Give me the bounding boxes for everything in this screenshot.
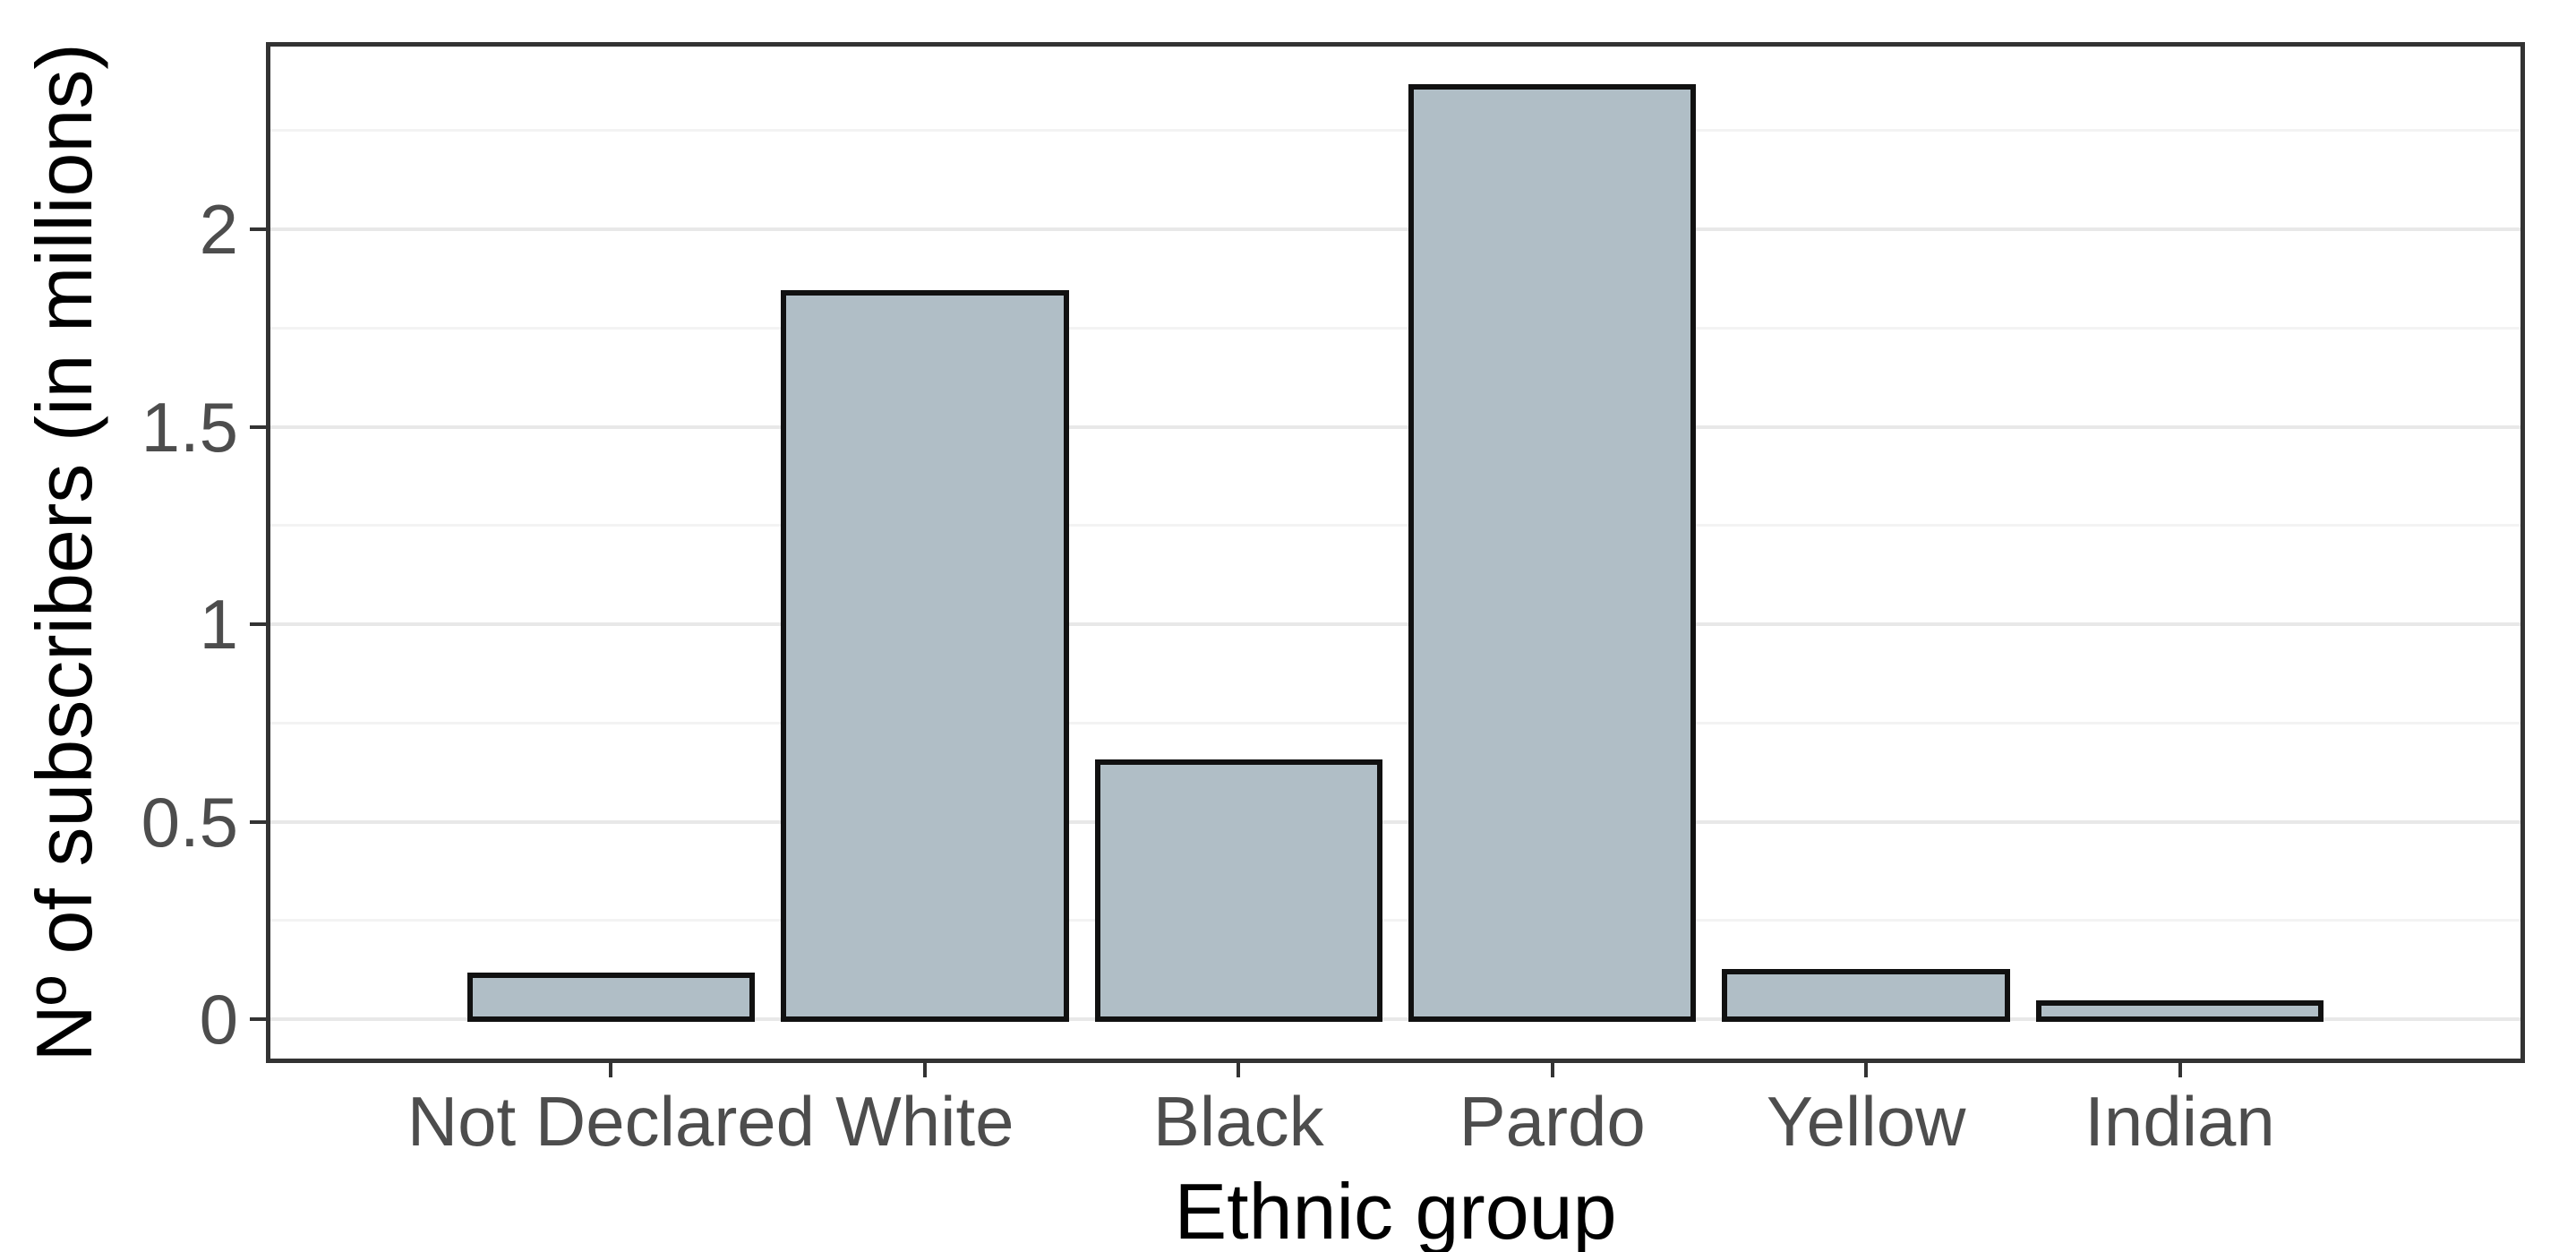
x-tick-pardo (1550, 1063, 1554, 1077)
x-tick-yellow (1864, 1063, 1869, 1077)
bar-yellow (1722, 969, 2010, 1022)
gridline-major (266, 622, 2525, 626)
gridline-minor (266, 326, 2525, 330)
gridline-major (266, 819, 2525, 824)
x-tick-not-declared (609, 1063, 613, 1077)
y-tick-label-1.5: 1.5 (141, 387, 238, 467)
x-tick-label-black: Black (1152, 1082, 1324, 1161)
y-tick-0 (250, 1017, 266, 1021)
gridline-major (266, 424, 2525, 429)
bar-indian (2035, 1000, 2324, 1022)
x-tick-indian (2178, 1063, 2182, 1077)
x-tick-black (1237, 1063, 1241, 1077)
y-tick-label-0.5: 0.5 (141, 782, 238, 862)
bar-pardo (1408, 84, 1697, 1022)
y-tick-2 (250, 227, 266, 231)
gridline-major (266, 227, 2525, 231)
gridline-major (266, 1017, 2525, 1021)
bar-not-declared (466, 973, 756, 1022)
y-tick-1.5 (250, 424, 266, 429)
gridline-minor (266, 524, 2525, 527)
y-tick-0.5 (250, 819, 266, 824)
bar-black (1094, 759, 1382, 1022)
x-tick-label-pardo: Pardo (1459, 1082, 1646, 1161)
x-tick-white (922, 1063, 927, 1077)
y-tick-1 (250, 622, 266, 626)
gridline-minor (266, 919, 2525, 922)
x-tick-label-indian: Indian (2084, 1082, 2275, 1161)
plot-panel (266, 42, 2525, 1063)
bar-white (781, 289, 1069, 1022)
x-tick-label-not-declared: Not Declared (407, 1082, 816, 1161)
gridline-minor (266, 129, 2525, 133)
y-tick-label-1: 1 (199, 585, 238, 664)
gridline-minor (266, 721, 2525, 725)
x-axis-title: Ethnic group (1174, 1167, 1617, 1252)
x-tick-label-yellow: Yellow (1766, 1082, 1966, 1161)
y-tick-label-0: 0 (199, 980, 238, 1059)
y-tick-label-2: 2 (199, 190, 238, 269)
x-tick-label-white: White (835, 1082, 1014, 1161)
